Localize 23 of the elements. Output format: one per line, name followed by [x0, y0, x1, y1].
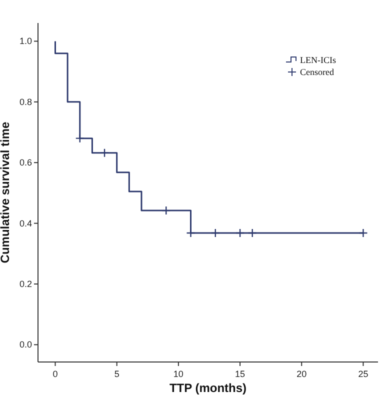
x-tick-label: 5 [114, 369, 120, 379]
y-tick-label: 0.0 [19, 340, 32, 350]
point [75, 134, 84, 143]
y-axis-title: Cumulative survival time [0, 121, 12, 264]
legend-label: Censored [300, 67, 334, 77]
y-tick-label: 0.4 [19, 218, 32, 228]
point [235, 228, 245, 238]
point [358, 228, 368, 238]
x-tick-label: 0 [52, 369, 58, 379]
point [210, 228, 220, 238]
point [100, 148, 110, 158]
point [162, 206, 171, 216]
point [248, 228, 257, 238]
y-tick-label: 1.0 [19, 36, 32, 46]
y-tick-label: 0.6 [19, 158, 32, 168]
x-axis-title: TTP (months) [169, 381, 247, 395]
x-tick-label: 25 [358, 369, 368, 379]
x-tick-label: 15 [235, 369, 246, 379]
y-tick-label: 0.2 [19, 279, 32, 290]
y-tick-label: 0.8 [19, 96, 32, 107]
legend-label: LEN-ICIs [300, 55, 336, 65]
x-tick-label: 20 [296, 369, 307, 379]
x-tick-label: 10 [173, 369, 184, 379]
